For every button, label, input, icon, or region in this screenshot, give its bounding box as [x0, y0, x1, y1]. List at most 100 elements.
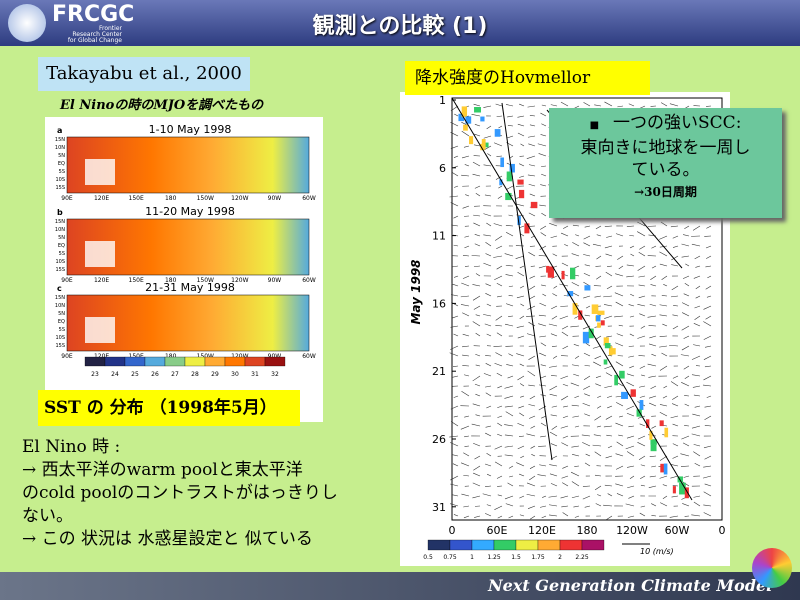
colorbar-cell: [224, 356, 246, 367]
wind-vector: [486, 473, 492, 477]
caption: SST の 分布 （1998年5月）: [38, 390, 300, 426]
wind-vector: [496, 372, 503, 377]
wind-vector: [629, 333, 635, 337]
wind-vector: [672, 245, 679, 248]
wind-vector: [648, 395, 657, 399]
wind-vector: [483, 262, 492, 267]
wind-vector: [597, 395, 602, 398]
wind-vector: [504, 434, 514, 437]
wind-vector: [474, 124, 481, 127]
colorbar-cell: [184, 356, 206, 367]
wind-vector: [584, 393, 591, 397]
wind-vector: [540, 435, 547, 438]
wind-vector: [618, 324, 624, 327]
wind-vector: [505, 232, 514, 237]
lon-label: 90W: [268, 195, 282, 202]
wind-vector: [540, 232, 547, 237]
wind-vector: [638, 455, 646, 460]
wind-vector: [541, 284, 547, 287]
wind-vector: [529, 193, 536, 197]
text-line: ない。: [22, 506, 73, 526]
wind-vector: [560, 375, 569, 380]
wind-vector: [640, 505, 646, 508]
wind-vector: [452, 315, 459, 319]
wind-vector: [540, 422, 547, 427]
y-axis-label: May 1998: [409, 259, 423, 324]
wind-vector: [473, 442, 481, 447]
bullet: ■: [589, 120, 600, 131]
wind-vector: [504, 253, 514, 257]
lon-label: 150E: [129, 277, 144, 284]
precip-blob: [650, 439, 657, 445]
wind-vector: [496, 282, 503, 287]
wind-vector: [497, 385, 503, 389]
wind-vector: [584, 462, 591, 467]
wind-vector: [649, 303, 657, 307]
wind-vector: [584, 264, 591, 267]
wind-vector: [494, 362, 503, 367]
wind-vector: [639, 313, 646, 317]
precip-blob: [663, 463, 668, 475]
wind-vector: [449, 435, 459, 438]
wind-vector: [639, 395, 646, 398]
wind-vector: [473, 103, 481, 107]
wind-vector: [449, 195, 459, 198]
wind-vector: [617, 255, 624, 260]
wind-vector: [460, 425, 470, 430]
wind-vector: [694, 463, 701, 467]
wind-vector: [639, 512, 646, 517]
wind-vector: [671, 264, 679, 267]
colorbar-label: 1: [470, 554, 474, 561]
wind-vector: [615, 422, 624, 427]
logo-line: Research Center: [72, 31, 122, 38]
lat-label: 5N: [58, 153, 65, 159]
wind-vector: [496, 155, 503, 157]
wind-vector: [585, 305, 591, 309]
wind-vector: [485, 392, 492, 397]
body-text: El Nino 時 : → 西太平洋のwarm poolと東太平洋 のcold …: [22, 436, 338, 551]
wind-vector: [505, 225, 514, 227]
wind-vector: [703, 305, 712, 310]
wind-vector: [694, 315, 701, 320]
wind-vector: [541, 415, 547, 419]
wind-vector: [495, 235, 503, 241]
wind-vector: [684, 375, 690, 380]
wind-vector: [651, 515, 657, 517]
wind-vector: [520, 303, 525, 307]
wind-vector: [453, 395, 459, 398]
precip-blob: [547, 266, 554, 278]
wind-vector: [519, 265, 525, 269]
wind-vector: [692, 413, 701, 417]
slide-title: 観測との比較 (1): [312, 14, 488, 39]
wind-vector: [483, 164, 492, 167]
wind-vector: [573, 505, 580, 508]
wind-vector: [542, 293, 547, 297]
wind-vector: [583, 102, 591, 107]
wind-vector: [462, 255, 470, 257]
lon-label: 60W: [302, 353, 316, 360]
wind-vector: [671, 403, 679, 407]
wind-vector: [627, 515, 635, 518]
lat-label: 15S: [55, 185, 65, 191]
wind-vector: [551, 425, 558, 430]
wind-vector: [682, 503, 690, 507]
wind-vector: [694, 405, 701, 408]
wind-vector: [707, 275, 712, 279]
precip-blob: [570, 267, 576, 280]
wind-vector: [703, 491, 712, 497]
wind-vector: [637, 442, 646, 447]
wind-vector: [454, 185, 459, 188]
wind-vector: [526, 482, 536, 487]
precip-blob: [684, 487, 689, 499]
wind-vector: [496, 332, 503, 337]
wind-vector: [563, 405, 569, 408]
precip-blob: [474, 107, 481, 113]
wind-vector: [497, 195, 503, 199]
wind-vector: [684, 403, 690, 407]
wind-vector: [530, 445, 536, 449]
wind-vector: [496, 115, 503, 117]
precip-blob: [584, 285, 591, 291]
wind-vector: [607, 445, 613, 449]
wind-vector: [629, 365, 635, 369]
wind-vector: [552, 253, 558, 257]
